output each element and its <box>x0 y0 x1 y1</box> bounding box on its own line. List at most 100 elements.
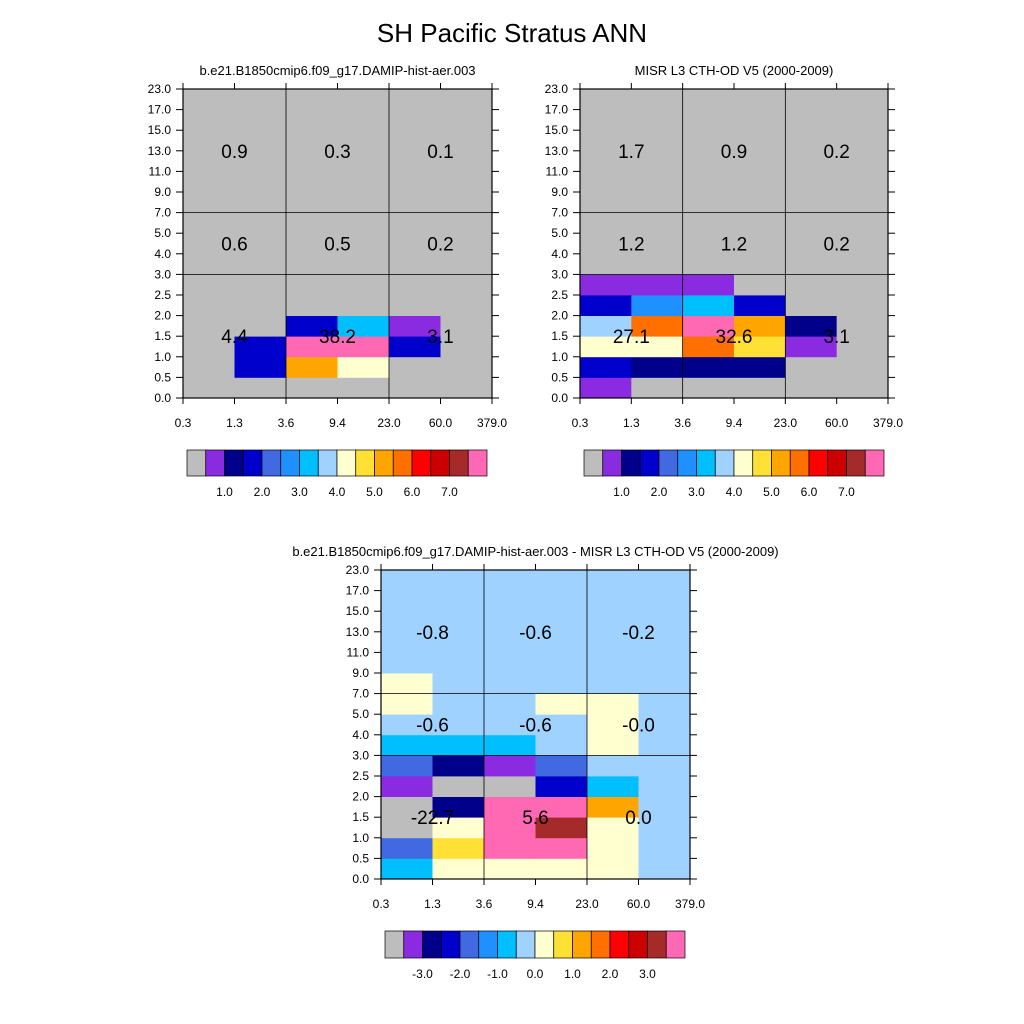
heatmap-cell <box>484 673 536 694</box>
group-sum-label: 0.5 <box>324 235 350 256</box>
group-sum-label: 0.2 <box>427 235 453 256</box>
heatmap-cell <box>638 796 691 818</box>
heatmap-cell <box>682 192 735 213</box>
heatmap-cell <box>734 212 786 234</box>
heatmap-cell <box>535 693 588 715</box>
colorbar-swatch <box>317 449 338 477</box>
heatmap-cell <box>234 171 287 193</box>
x-tick-label: 3.6 <box>476 897 493 911</box>
colorbar-swatch <box>430 449 450 477</box>
heatmap-cell <box>638 755 691 777</box>
y-tick-label: 15.0 <box>346 604 370 618</box>
heatmap-cell <box>638 858 691 880</box>
heatmap-cell <box>381 817 433 839</box>
heatmap-cell <box>234 233 287 255</box>
colorbar-label: 1.0 <box>564 967 581 981</box>
heatmap-cell <box>580 274 632 296</box>
heatmap-cell <box>381 673 433 694</box>
colorbar-label: 2.0 <box>254 485 271 499</box>
y-tick-label: 15.0 <box>148 123 172 137</box>
colorbar-label: -1.0 <box>487 967 508 981</box>
heatmap-cell <box>836 192 889 213</box>
heatmap-cell <box>389 253 441 275</box>
heatmap-cell <box>337 130 390 152</box>
colorbar-swatch <box>384 930 405 959</box>
colorbar-swatch <box>403 930 423 959</box>
group-sum-label: -0.6 <box>519 623 552 644</box>
colorbar-label: 2.0 <box>651 485 668 499</box>
heatmap-cell <box>286 253 338 275</box>
heatmap-cell <box>535 755 588 777</box>
y-tick-label: 5.0 <box>352 707 369 721</box>
heatmap-cell <box>440 253 493 275</box>
y-tick-label: 13.0 <box>346 625 370 639</box>
colorbar-swatch <box>696 449 716 477</box>
x-tick-label: 9.4 <box>726 416 743 430</box>
heatmap-panel-1: 0.3 1.3 3.6 9.4 23.0 60.0 379.0 0.0 0.5 1.0 1.5 2.0… <box>148 63 508 499</box>
heatmap-cell <box>381 570 433 591</box>
panel-title: b.e21.B1850cmip6.f09_g17.DAMIP-hist-aer.… <box>292 544 778 559</box>
heatmap-cell <box>286 130 338 152</box>
heatmap-cell <box>631 377 684 399</box>
colorbar-label: 4.0 <box>726 485 743 499</box>
y-tick-label: 2.0 <box>352 790 369 804</box>
heatmap-cell <box>580 171 632 193</box>
heatmap-cell <box>587 776 639 797</box>
heatmap-cell <box>389 150 441 172</box>
colorbar-swatch <box>553 930 573 959</box>
heatmap-cell <box>484 817 536 839</box>
x-tick-label: 379.0 <box>477 416 507 430</box>
heatmap-cell <box>785 233 838 255</box>
y-tick-label: 17.0 <box>148 103 172 117</box>
y-tick-label: 1.5 <box>352 810 369 824</box>
heatmap-cell <box>484 590 536 612</box>
heatmap-cell <box>389 212 441 234</box>
heatmap-cell <box>286 336 338 358</box>
heatmap-cell <box>535 796 588 818</box>
heatmap-cell <box>389 109 441 131</box>
colorbar-swatch <box>647 930 667 959</box>
heatmap-cell <box>587 570 639 591</box>
heatmap-cell <box>631 295 684 316</box>
heatmap-cell <box>337 253 390 275</box>
y-tick-label: 9.0 <box>551 185 568 199</box>
colorbar-swatch <box>771 449 791 477</box>
colorbar-swatch <box>572 930 592 959</box>
heatmap-cell <box>286 192 338 213</box>
y-tick-label: 1.0 <box>352 831 369 845</box>
colorbar-swatch <box>478 930 498 959</box>
heatmap-cell <box>587 631 639 653</box>
heatmap-cell <box>836 377 889 399</box>
heatmap-cell <box>440 233 493 255</box>
heatmap-cell <box>183 377 235 399</box>
group-sum-label: 1.2 <box>721 235 747 256</box>
y-tick-label: 11.0 <box>347 645 370 659</box>
group-sum-label: -0.0 <box>622 716 655 737</box>
group-sum-label: 32.6 <box>716 327 753 348</box>
heatmap-cell <box>682 295 735 316</box>
heatmap-cell <box>389 233 441 255</box>
heatmap-cell <box>638 631 691 653</box>
heatmap-cell <box>785 212 838 234</box>
heatmap-cell <box>286 171 338 193</box>
colorbar-swatch <box>449 449 469 477</box>
heatmap-cell <box>638 776 691 797</box>
heatmap-cell <box>337 356 390 378</box>
heatmap-cell <box>587 837 639 859</box>
heatmap-cell <box>785 253 838 275</box>
x-tick-label: 3.6 <box>674 416 691 430</box>
y-tick-label: 15.0 <box>545 123 569 137</box>
heatmap-cell <box>638 817 691 839</box>
heatmap-cell <box>631 336 684 358</box>
heatmap-cell <box>638 714 691 736</box>
y-tick-label: 0.5 <box>154 370 171 384</box>
heatmap-cell <box>389 315 441 337</box>
heatmap-cell <box>432 858 485 880</box>
y-tick-label: 7.0 <box>551 206 568 220</box>
heatmap-cell <box>682 274 735 296</box>
heatmap-cell <box>234 356 287 378</box>
colorbar-swatch <box>677 449 697 477</box>
y-tick-label: 1.5 <box>154 329 171 343</box>
heatmap-cell <box>183 130 235 152</box>
heatmap-cell <box>183 212 235 234</box>
